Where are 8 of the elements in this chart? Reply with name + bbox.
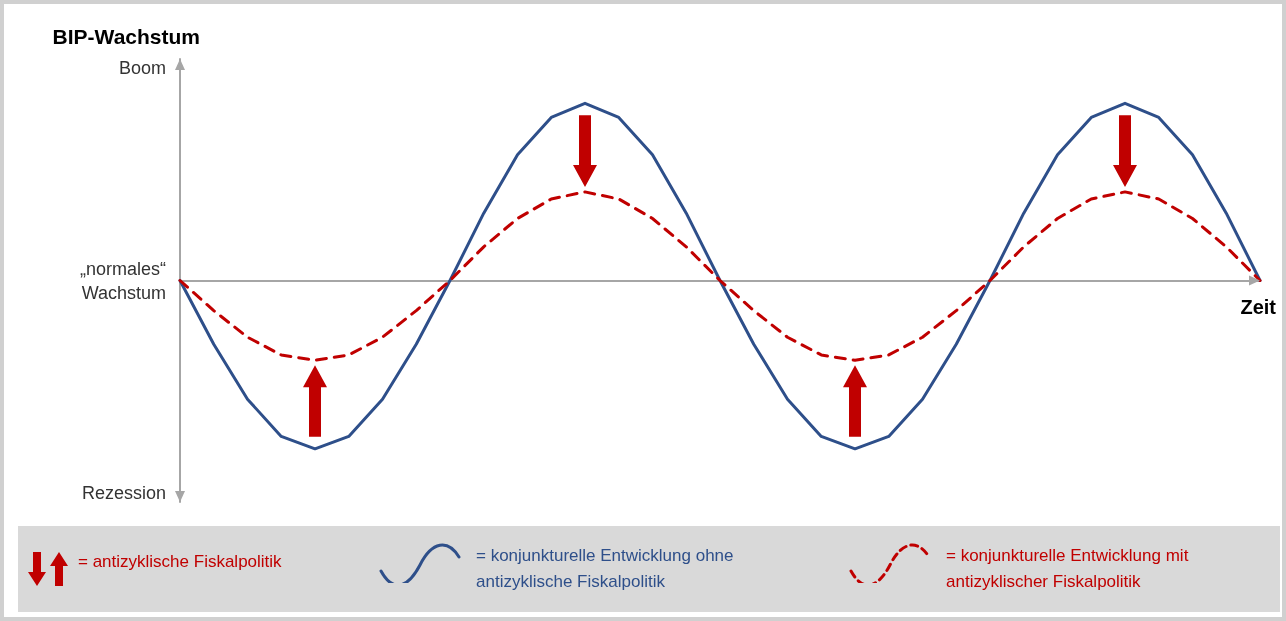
text: = antizyklische Fiskalpolitik (78, 552, 282, 572)
legend-label: = konjunkturelle Entwicklung ohne antizyklische Fiskalpolitik (476, 545, 735, 593)
text: „normales“ Wachstum (79, 257, 166, 305)
legend-label: = konjunkturelle Entwicklung mit antizyklischer Fiskalpolitik (946, 545, 1190, 593)
y-axis-title: BIP-Wachstum (52, 25, 200, 48)
text: Rezession (81, 482, 166, 506)
x-axis-title: Zeit (1240, 295, 1277, 318)
text: Boom (118, 56, 166, 80)
